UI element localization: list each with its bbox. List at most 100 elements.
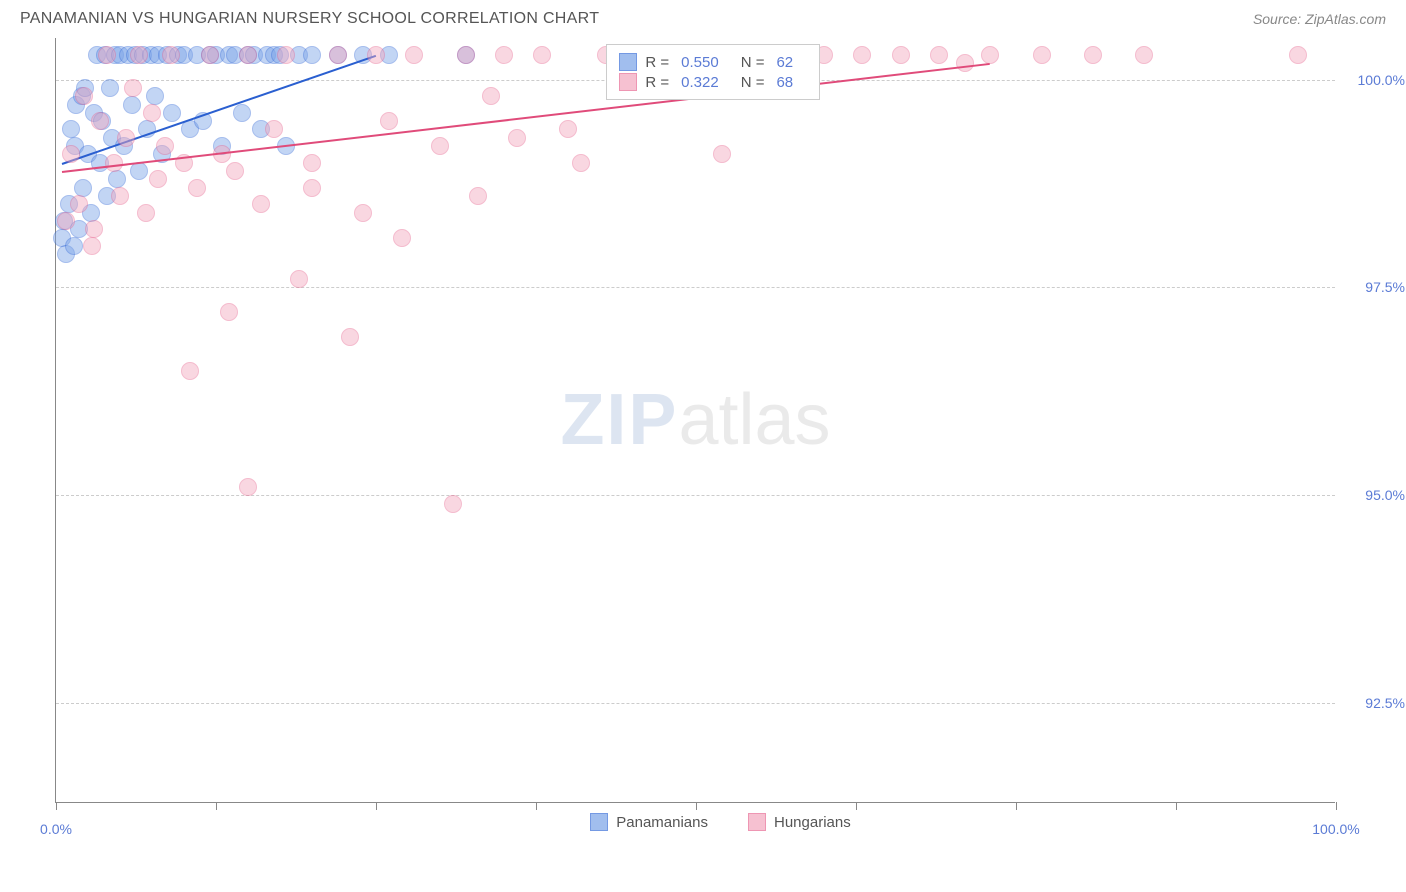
source-label: Source: ZipAtlas.com: [1253, 11, 1386, 27]
legend-swatch-icon: [619, 53, 637, 71]
legend-swatch-icon: [619, 73, 637, 91]
plot-area: ZIPatlas 92.5%95.0%97.5%100.0%0.0%100.0%…: [55, 38, 1335, 803]
scatter-point-hungarians: [495, 46, 513, 64]
legend-n-label: N =: [741, 54, 765, 71]
scatter-point-hungarians: [239, 478, 257, 496]
watermark: ZIPatlas: [560, 379, 830, 461]
legend-r-label: R =: [645, 74, 669, 91]
scatter-point-hungarians: [117, 129, 135, 147]
y-tick-label: 95.0%: [1345, 487, 1405, 503]
legend-r-value: 0.322: [681, 74, 719, 91]
scatter-point-hungarians: [559, 120, 577, 138]
legend-r-value: 0.550: [681, 54, 719, 71]
y-tick-label: 92.5%: [1345, 695, 1405, 711]
scatter-point-panamanians: [233, 104, 251, 122]
legend-swatch-icon: [748, 813, 766, 831]
watermark-zip: ZIP: [560, 380, 678, 460]
scatter-point-hungarians: [111, 187, 129, 205]
legend-n-label: N =: [741, 74, 765, 91]
scatter-point-hungarians: [290, 270, 308, 288]
scatter-point-panamanians: [123, 96, 141, 114]
x-tick: [216, 802, 217, 810]
y-tick-label: 100.0%: [1345, 72, 1405, 88]
watermark-atlas: atlas: [678, 380, 830, 460]
scatter-point-hungarians: [149, 170, 167, 188]
scatter-point-hungarians: [124, 79, 142, 97]
scatter-point-hungarians: [956, 54, 974, 72]
scatter-point-hungarians: [457, 46, 475, 64]
scatter-point-hungarians: [220, 303, 238, 321]
scatter-point-hungarians: [277, 46, 295, 64]
x-tick-label: 0.0%: [40, 821, 72, 837]
scatter-point-hungarians: [98, 46, 116, 64]
x-tick: [56, 802, 57, 810]
scatter-point-hungarians: [188, 179, 206, 197]
scatter-point-hungarians: [892, 46, 910, 64]
scatter-point-hungarians: [105, 154, 123, 172]
legend-item-hungarians: Hungarians: [748, 813, 851, 831]
x-tick-label: 100.0%: [1312, 821, 1359, 837]
scatter-point-hungarians: [137, 204, 155, 222]
scatter-point-hungarians: [75, 87, 93, 105]
scatter-point-hungarians: [380, 112, 398, 130]
scatter-point-hungarians: [303, 179, 321, 197]
legend-n-value: 62: [776, 54, 793, 71]
y-tick-label: 97.5%: [1345, 279, 1405, 295]
scatter-point-hungarians: [162, 46, 180, 64]
gridline: [56, 703, 1335, 704]
scatter-point-hungarians: [303, 154, 321, 172]
scatter-point-panamanians: [163, 104, 181, 122]
gridline: [56, 287, 1335, 288]
legend-r-label: R =: [645, 54, 669, 71]
scatter-point-hungarians: [431, 137, 449, 155]
legend-item-label: Hungarians: [774, 814, 851, 831]
scatter-point-hungarians: [226, 162, 244, 180]
scatter-point-hungarians: [444, 495, 462, 513]
x-tick: [536, 802, 537, 810]
scatter-point-hungarians: [354, 204, 372, 222]
scatter-point-hungarians: [70, 195, 88, 213]
x-tick: [696, 802, 697, 810]
chart-wrap: Nursery School ZIPatlas 92.5%95.0%97.5%1…: [55, 38, 1386, 831]
scatter-point-hungarians: [329, 46, 347, 64]
scatter-point-hungarians: [482, 87, 500, 105]
legend-n-value: 68: [776, 74, 793, 91]
x-tick: [376, 802, 377, 810]
legend-item-label: Panamanians: [616, 814, 708, 831]
scatter-point-hungarians: [265, 120, 283, 138]
scatter-point-panamanians: [108, 170, 126, 188]
x-tick: [1336, 802, 1337, 810]
legend-top-row-panamanians: R = 0.550 N = 62: [619, 53, 807, 71]
scatter-point-hungarians: [981, 46, 999, 64]
scatter-point-hungarians: [201, 46, 219, 64]
scatter-point-hungarians: [853, 46, 871, 64]
x-tick: [856, 802, 857, 810]
scatter-point-panamanians: [303, 46, 321, 64]
scatter-point-hungarians: [83, 237, 101, 255]
scatter-point-hungarians: [156, 137, 174, 155]
scatter-point-hungarians: [930, 46, 948, 64]
scatter-point-hungarians: [85, 220, 103, 238]
scatter-point-hungarians: [713, 145, 731, 163]
scatter-point-hungarians: [181, 362, 199, 380]
scatter-point-hungarians: [572, 154, 590, 172]
scatter-point-hungarians: [1135, 46, 1153, 64]
scatter-point-panamanians: [62, 120, 80, 138]
scatter-point-panamanians: [74, 179, 92, 197]
x-tick: [1176, 802, 1177, 810]
scatter-point-hungarians: [469, 187, 487, 205]
legend-top: R = 0.550 N = 62 R = 0.322 N = 68: [606, 44, 820, 100]
scatter-point-hungarians: [1084, 46, 1102, 64]
legend-swatch-icon: [590, 813, 608, 831]
scatter-point-hungarians: [239, 46, 257, 64]
scatter-point-hungarians: [57, 212, 75, 230]
scatter-point-hungarians: [533, 46, 551, 64]
scatter-point-hungarians: [393, 229, 411, 247]
legend-bottom: Panamanians Hungarians: [55, 813, 1386, 831]
scatter-point-hungarians: [143, 104, 161, 122]
legend-top-row-hungarians: R = 0.322 N = 68: [619, 73, 807, 91]
scatter-point-hungarians: [1033, 46, 1051, 64]
scatter-point-panamanians: [101, 79, 119, 97]
legend-item-panamanians: Panamanians: [590, 813, 708, 831]
x-tick: [1016, 802, 1017, 810]
